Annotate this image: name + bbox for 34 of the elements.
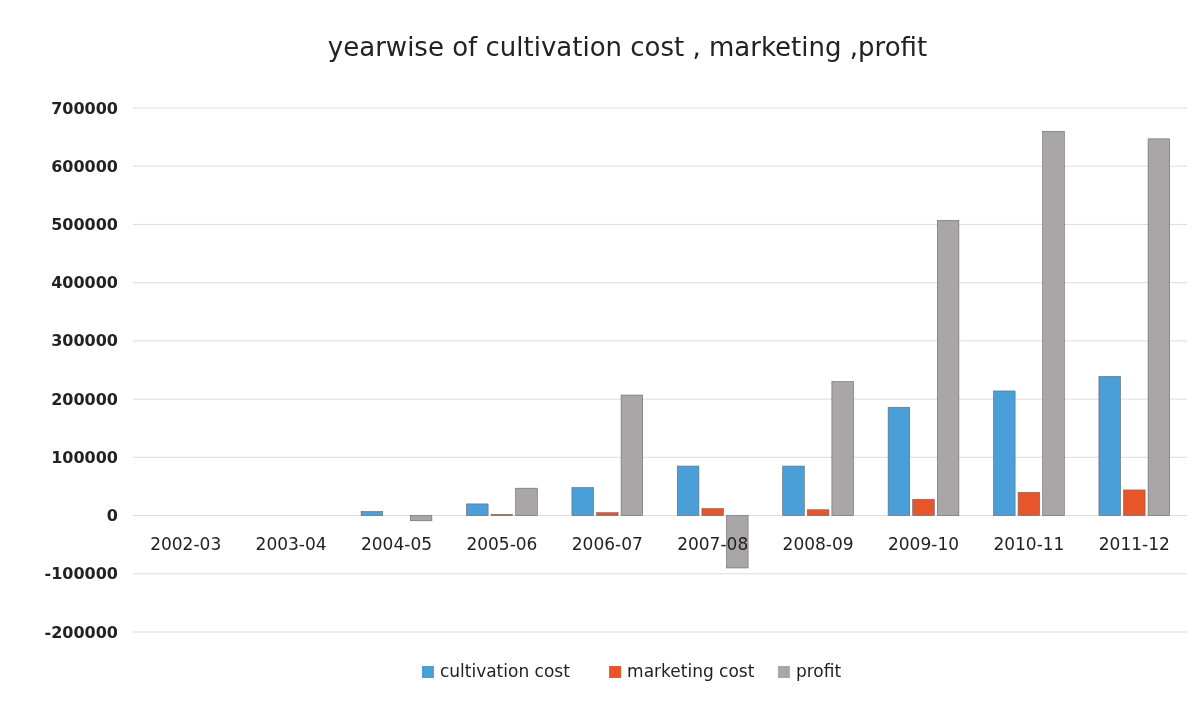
bar xyxy=(1098,376,1121,516)
y-tick-label: 100000 xyxy=(51,447,118,467)
legend-label: cultivation cost xyxy=(439,661,571,681)
bar xyxy=(571,487,594,516)
y-tick-label: -200000 xyxy=(44,622,118,642)
x-tick-label: 2004-05 xyxy=(360,533,433,554)
chart-title: yearwise of cultivation cost , marketing ,profit xyxy=(327,32,928,62)
y-tick-label: 400000 xyxy=(51,273,118,293)
y-tick-label: 200000 xyxy=(51,389,118,409)
y-tick-label: 300000 xyxy=(51,331,118,351)
bar xyxy=(937,220,960,516)
x-tick-label: 2008-09 xyxy=(782,533,854,554)
y-tick-label: 0 xyxy=(106,506,118,526)
x-tick-label: 2005-06 xyxy=(466,533,538,554)
y-tick-label: 700000 xyxy=(51,98,118,118)
bar xyxy=(1042,130,1065,516)
legend-label: marketing cost xyxy=(627,661,755,681)
bar xyxy=(782,465,805,516)
x-tick-label: 2007-08 xyxy=(677,533,749,554)
x-tick-label: 2006-07 xyxy=(571,533,643,554)
y-tick-label: 500000 xyxy=(51,215,118,235)
x-tick-label: 2002-03 xyxy=(150,533,222,554)
bar xyxy=(410,515,433,522)
bar xyxy=(912,498,935,516)
x-tick-label: 2011-12 xyxy=(1098,533,1170,554)
x-tick-label: 2003-04 xyxy=(255,533,327,554)
y-tick-label: 600000 xyxy=(51,156,118,176)
bar xyxy=(515,487,538,516)
y-tick-label: -100000 xyxy=(44,564,118,584)
x-tick-label: 2010-11 xyxy=(993,533,1065,554)
bar xyxy=(360,511,383,516)
bar xyxy=(887,406,910,516)
x-tick-label: 2009-10 xyxy=(887,533,960,554)
legend-label: profit xyxy=(795,661,842,681)
